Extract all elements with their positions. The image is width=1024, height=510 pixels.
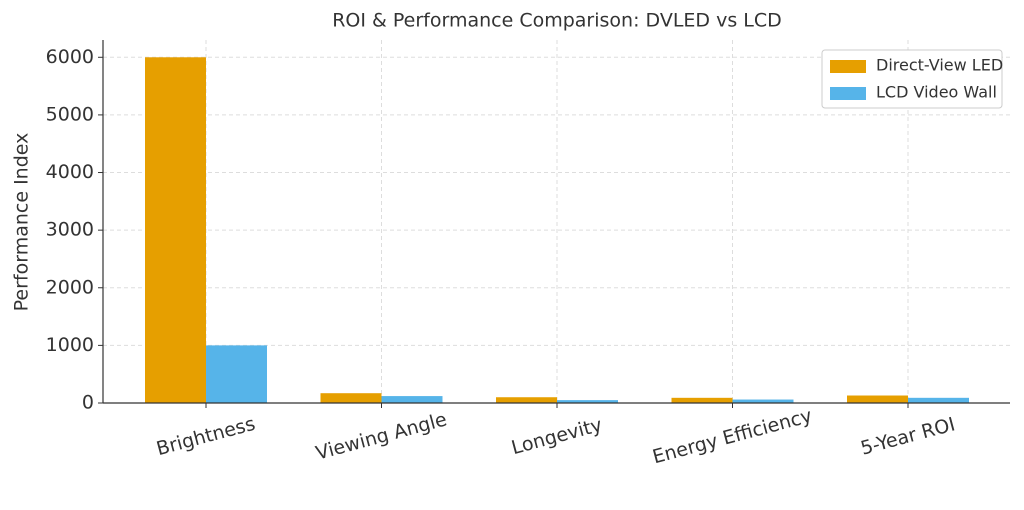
bar <box>732 399 794 403</box>
chart-title: ROI & Performance Comparison: DVLED vs L… <box>332 10 782 32</box>
x-tick-label: 5-Year ROI <box>858 413 957 459</box>
legend-swatch <box>830 87 866 100</box>
x-tick-label: Energy Efficiency <box>650 405 814 469</box>
x-tick-label: Longevity <box>509 414 604 459</box>
legend-box <box>821 49 1003 109</box>
legend-swatch <box>830 60 866 73</box>
bar <box>496 397 557 403</box>
y-tick-label: 2000 <box>46 276 94 298</box>
x-tick-label: Viewing Angle <box>314 408 450 464</box>
bar <box>145 57 206 404</box>
bar <box>847 395 908 403</box>
x-tick-label: Brightness <box>154 413 257 460</box>
y-tick-label: 0 <box>82 392 94 414</box>
bar <box>557 400 618 403</box>
legend-label: Direct-View LED <box>876 56 1003 75</box>
bar <box>381 396 443 403</box>
y-tick-label: 4000 <box>46 161 94 183</box>
y-tick-label: 5000 <box>46 103 94 125</box>
bar <box>671 397 733 403</box>
bar <box>320 393 382 403</box>
bar <box>908 397 969 403</box>
y-tick-label: 1000 <box>46 334 94 356</box>
y-tick-label: 6000 <box>46 46 94 68</box>
legend-label: LCD Video Wall <box>876 83 997 102</box>
bar <box>206 345 267 403</box>
y-axis-label: Performance Index <box>11 133 33 312</box>
y-tick-label: 3000 <box>46 219 94 241</box>
